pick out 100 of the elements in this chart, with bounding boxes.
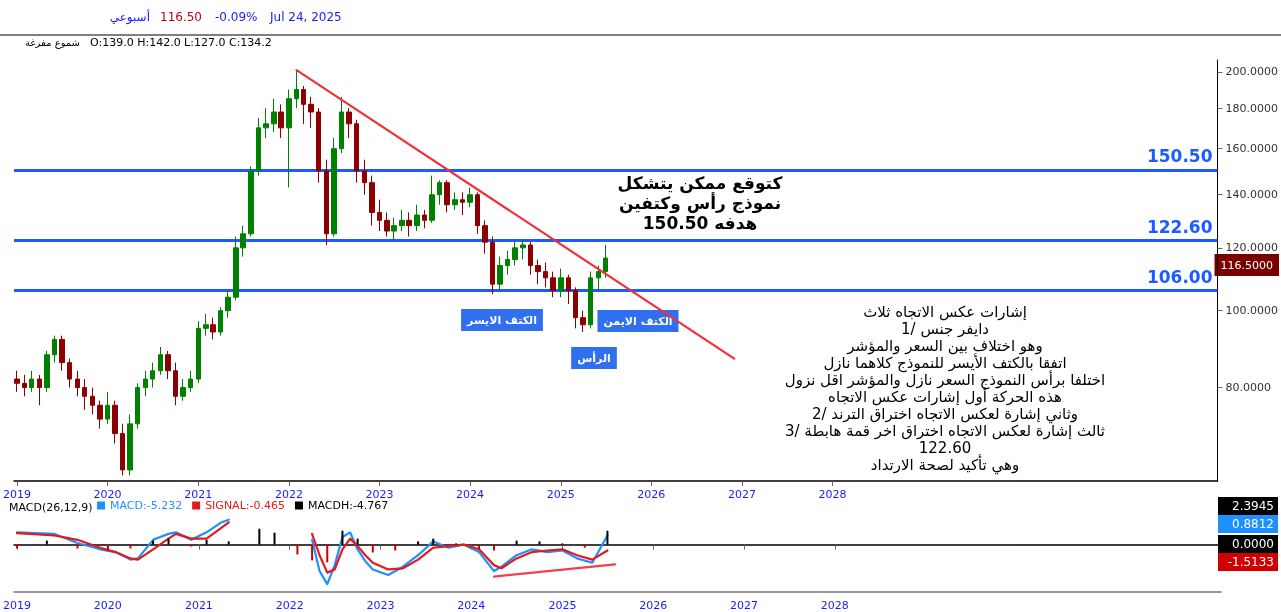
candlestick <box>580 310 586 333</box>
candlestick <box>505 250 510 276</box>
candlestick <box>120 423 125 476</box>
text: 0.8812 <box>1232 517 1274 531</box>
candlestick <box>301 85 306 125</box>
x-tick-label: 2019 <box>2 488 31 501</box>
candlestick <box>173 362 178 406</box>
candlestick <box>535 259 541 285</box>
candlestick <box>188 370 193 393</box>
candlestick <box>550 271 556 298</box>
x-tick-label: 2022 <box>274 488 303 501</box>
candlestick <box>566 274 571 305</box>
x-tick-label: 2020 <box>93 488 122 501</box>
y-tick-label: 120.0000 <box>1225 241 1279 255</box>
candlestick <box>346 107 352 139</box>
candlestick <box>331 137 337 238</box>
candlestick <box>362 159 367 196</box>
text: -1.5133 <box>1227 555 1274 569</box>
candlestick <box>520 238 526 261</box>
candlestick <box>528 241 533 276</box>
bar <box>326 544 329 563</box>
x-tick-label: 2026 <box>639 599 668 612</box>
text: 0.0000 <box>1232 537 1274 551</box>
x-tick-label: 2025 <box>548 599 577 612</box>
text: O:139.0 H:142.0 L:127.0 C:134.2 <box>90 35 272 49</box>
candlestick <box>512 241 518 267</box>
candlestick <box>180 378 186 402</box>
candlestick <box>377 199 382 232</box>
candlestick <box>158 346 163 376</box>
legend-label: MACD:-5.232 <box>110 499 183 512</box>
y-tick-label: 200.0000 <box>1225 65 1279 79</box>
candlestick <box>414 204 420 232</box>
x-tick-label: 2023 <box>366 599 395 612</box>
x-tick-label: 2024 <box>456 488 485 501</box>
x-tick-label: 2027 <box>727 488 756 501</box>
candlestick <box>90 387 95 415</box>
candlestick <box>294 69 299 109</box>
candlestick <box>29 370 34 393</box>
candlestick <box>384 211 390 238</box>
text: 116.50 <box>160 10 202 24</box>
ref-line-label: 150.50 <box>1146 146 1213 167</box>
bar <box>394 544 397 551</box>
x-tick-label: 2025 <box>546 488 575 501</box>
candlestick <box>308 96 314 129</box>
bar <box>129 544 132 549</box>
candlestick <box>263 107 269 139</box>
candlestick <box>558 268 564 298</box>
candlestick <box>422 209 427 229</box>
candlestick <box>112 400 118 445</box>
bar <box>583 544 586 548</box>
candlestick <box>573 286 578 329</box>
chart-title: MACD(26,12,9) <box>9 501 93 514</box>
legend-label: MACDH:-4.767 <box>307 499 389 512</box>
y-tick-label: 80.0000 <box>1225 381 1272 395</box>
candlestick <box>354 119 359 184</box>
candlestick <box>324 159 329 246</box>
text: 2.3945 <box>1232 499 1274 513</box>
candlestick <box>196 320 201 384</box>
candlestick <box>475 191 480 235</box>
x-tick-label: 2022 <box>275 599 304 612</box>
candlestick <box>369 175 375 227</box>
candlestick <box>588 271 593 329</box>
candlestick <box>165 350 171 380</box>
candlestick <box>44 350 50 393</box>
candlestick <box>135 382 140 430</box>
text: شموع مفرغة <box>25 36 80 49</box>
bar <box>492 544 495 551</box>
candlestick <box>67 358 72 389</box>
annotation: الرأس <box>577 350 611 365</box>
candlestick <box>497 256 503 292</box>
candlestick <box>271 98 277 133</box>
text: 116.5000 <box>1220 258 1273 272</box>
candlestick <box>150 362 155 389</box>
candlestick <box>14 370 20 393</box>
candlestick <box>460 191 465 216</box>
candlestick <box>143 370 148 397</box>
candlestick <box>248 165 254 238</box>
bar <box>311 544 314 561</box>
y-tick-label: 140.0000 <box>1225 188 1279 202</box>
candlestick <box>256 117 261 177</box>
candlestick <box>391 217 397 240</box>
ref-line-label: 106.00 <box>1146 267 1213 288</box>
candlestick <box>22 374 27 397</box>
x-tick-label: 2028 <box>818 488 847 501</box>
candlestick <box>75 370 80 397</box>
x-tick-label: 2021 <box>184 488 213 501</box>
candlestick <box>97 400 103 430</box>
bar <box>76 544 79 549</box>
candlestick <box>596 265 601 292</box>
candlestick <box>127 413 133 476</box>
candlestick <box>316 107 321 184</box>
candlestick <box>225 290 231 319</box>
annotation: كتوقع ممكن يتشكل نموذج رأس وكتفين هدفه 150.50 <box>617 173 783 233</box>
candlestick <box>59 335 65 372</box>
x-tick-label: 2024 <box>457 599 486 612</box>
annotation: الكتف الايسر <box>466 313 537 327</box>
x-tick-label: 2027 <box>730 599 759 612</box>
candlestick <box>82 378 87 411</box>
ref-line-label: 122.60 <box>1146 216 1213 237</box>
candlestick <box>406 211 412 238</box>
